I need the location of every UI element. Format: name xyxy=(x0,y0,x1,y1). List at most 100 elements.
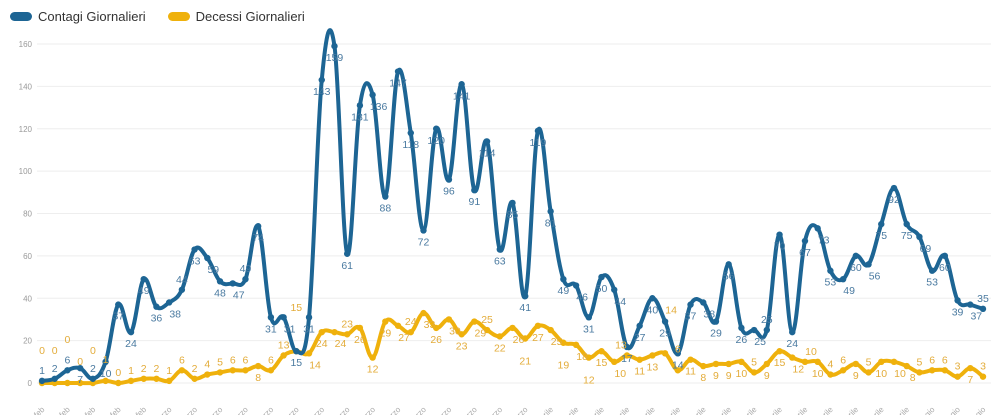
data-point-contagi xyxy=(560,275,567,283)
data-point-contagi xyxy=(127,328,135,336)
legend-item-contagi[interactable]: Contagi Giornalieri xyxy=(10,9,146,24)
y-tick-label: 0 xyxy=(28,379,33,388)
data-point-decessi xyxy=(191,375,198,382)
x-tick-label: 24 marzo xyxy=(423,405,453,415)
data-point-decessi xyxy=(611,358,618,366)
x-tick-label: 28 marzo xyxy=(474,405,504,415)
data-point-contagi xyxy=(216,278,224,285)
data-point-contagi xyxy=(496,246,503,253)
data-point-decessi xyxy=(979,373,987,380)
data-point-decessi xyxy=(878,358,885,366)
x-tick-label: 9 aprile xyxy=(632,405,657,415)
data-label-decessi: 0 xyxy=(115,367,121,379)
x-tick-label: 1 maggio xyxy=(907,405,937,415)
data-label-decessi: 24 xyxy=(316,338,328,350)
data-point-contagi xyxy=(483,138,491,145)
legend-item-decessi[interactable]: Decessi Giornalieri xyxy=(167,9,305,24)
data-point-contagi xyxy=(941,252,949,260)
data-label-decessi: 6 xyxy=(942,354,948,366)
data-label-decessi: 25 xyxy=(481,314,493,326)
x-tick-label: 18 marzo xyxy=(347,405,377,415)
data-point-contagi xyxy=(547,208,554,215)
data-label-decessi: 4 xyxy=(827,359,833,371)
data-label-decessi: 3 xyxy=(955,361,961,373)
data-point-decessi xyxy=(547,326,554,334)
data-label-contagi: 38 xyxy=(169,308,181,320)
data-label-contagi: 60 xyxy=(850,262,862,274)
data-point-contagi xyxy=(38,377,46,385)
data-point-contagi xyxy=(750,326,758,334)
data-point-contagi xyxy=(852,252,860,260)
x-tick-label: 25 feb xyxy=(75,405,97,415)
data-label-contagi: 6 xyxy=(65,354,71,366)
data-label-decessi: 25 xyxy=(551,336,563,348)
data-label-decessi: 24 xyxy=(335,338,347,350)
data-point-contagi xyxy=(814,225,821,232)
x-tick-label: 5 aprile xyxy=(581,405,606,415)
y-tick-label: 60 xyxy=(23,252,32,261)
data-label-contagi: 67 xyxy=(799,247,811,259)
data-label-contagi: 49 xyxy=(138,285,150,297)
data-point-decessi xyxy=(534,322,542,329)
data-point-contagi xyxy=(305,314,313,321)
data-point-decessi xyxy=(967,364,974,372)
data-point-contagi xyxy=(51,375,58,382)
data-label-contagi: 39 xyxy=(952,306,964,318)
data-label-contagi: 96 xyxy=(443,186,455,198)
data-label-decessi: 12 xyxy=(367,364,379,376)
data-point-decessi xyxy=(229,367,236,374)
data-label-decessi: 6 xyxy=(268,354,274,366)
data-point-decessi xyxy=(814,358,821,366)
data-label-decessi: 13 xyxy=(278,339,290,351)
data-point-contagi xyxy=(471,186,478,194)
y-tick-label: 140 xyxy=(19,82,33,91)
data-point-decessi xyxy=(420,309,427,317)
x-tick-label: 13 aprile xyxy=(680,405,708,415)
data-label-contagi: 31 xyxy=(583,323,595,335)
data-label-decessi: 0 xyxy=(65,334,71,346)
data-point-decessi xyxy=(267,367,275,374)
data-point-decessi xyxy=(954,373,961,380)
data-label-decessi: 2 xyxy=(192,363,198,375)
data-point-decessi xyxy=(522,335,529,342)
x-tick-label: 12 marzo xyxy=(271,405,301,415)
data-label-contagi: 2 xyxy=(52,363,58,375)
data-point-contagi xyxy=(903,220,910,228)
x-tick-label: 29 feb xyxy=(126,405,148,415)
x-tick-label: 14 marzo xyxy=(296,405,326,415)
data-label-contagi: 59 xyxy=(207,264,219,276)
data-label-contagi: 26 xyxy=(736,334,748,346)
data-label-decessi: 8 xyxy=(910,372,916,384)
data-point-contagi xyxy=(649,295,656,302)
data-point-decessi xyxy=(382,318,389,325)
legend-swatch-decessi xyxy=(167,12,190,21)
data-point-contagi xyxy=(572,282,580,289)
data-point-decessi xyxy=(445,316,453,323)
data-label-decessi: 27 xyxy=(398,332,410,344)
data-point-decessi xyxy=(852,360,860,368)
data-point-decessi xyxy=(674,367,682,374)
data-point-decessi xyxy=(165,377,173,385)
data-point-contagi xyxy=(242,275,249,283)
data-label-contagi: 159 xyxy=(326,52,344,64)
data-point-decessi xyxy=(458,331,465,338)
data-label-decessi: 14 xyxy=(309,359,321,371)
data-label-contagi: 41 xyxy=(519,302,531,314)
data-point-contagi xyxy=(356,102,364,109)
data-label-decessi: 2 xyxy=(141,363,147,375)
data-point-decessi xyxy=(903,362,910,370)
data-label-decessi: 5 xyxy=(217,356,223,368)
data-label-decessi: 10 xyxy=(805,346,817,358)
data-label-decessi: 10 xyxy=(614,368,626,380)
data-label-contagi: 75 xyxy=(901,230,913,242)
data-label-decessi: 5 xyxy=(751,356,757,368)
data-point-decessi xyxy=(76,379,84,387)
data-point-decessi xyxy=(127,377,135,385)
data-label-decessi: 6 xyxy=(243,354,249,366)
legend-label-decessi: Decessi Giornalieri xyxy=(195,9,305,24)
data-point-contagi xyxy=(801,237,809,245)
y-tick-label: 20 xyxy=(23,337,32,346)
data-label-contagi: 88 xyxy=(379,203,391,215)
data-label-decessi: 30 xyxy=(449,325,461,337)
data-label-contagi: 143 xyxy=(313,86,331,98)
